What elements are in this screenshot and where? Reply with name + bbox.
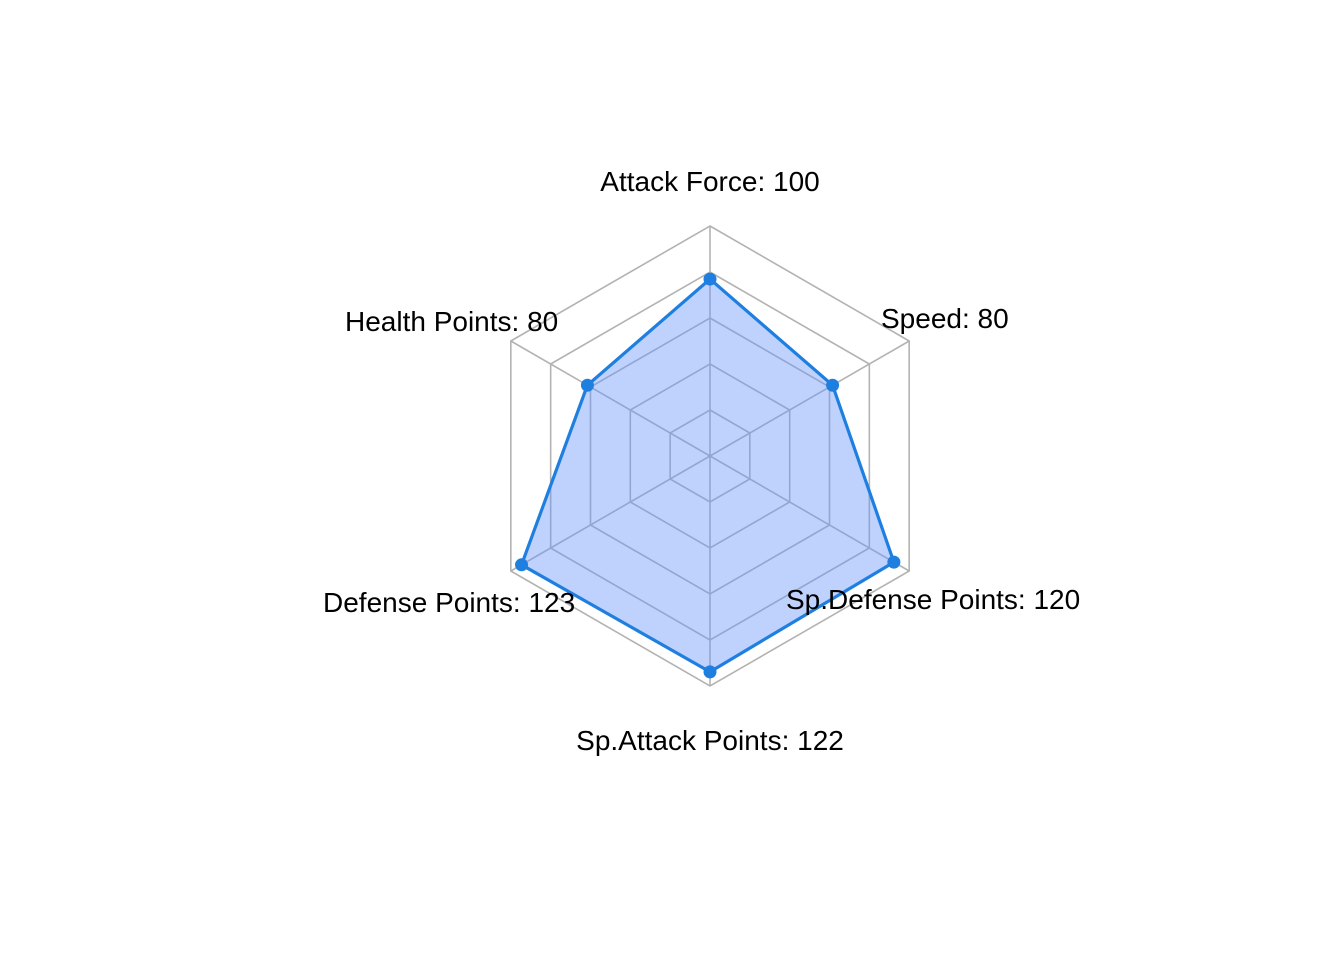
data-point-2: [826, 378, 840, 392]
axis-label-health-points: Health Points: 80: [345, 306, 558, 337]
data-point-5: [515, 558, 529, 572]
axis-label-speed: Speed: 80: [881, 303, 1009, 334]
axis-labels: Attack Force: 100 Speed: 80 Sp.Defense P…: [323, 166, 1080, 756]
axis-label-sp-defense-points: Sp.Defense Points: 120: [786, 584, 1080, 615]
axis-label-sp-attack-points: Sp.Attack Points: 122: [576, 725, 844, 756]
grid-spoke-6: [510, 340, 711, 457]
grid-spoke-5: [510, 455, 711, 572]
data-point-3: [887, 555, 901, 569]
data-point-4: [703, 665, 717, 679]
radar-series: [515, 272, 901, 679]
axis-label-defense-points: Defense Points: 123: [323, 587, 575, 618]
series-points: [515, 272, 901, 679]
axis-label-attack-force: Attack Force: 100: [600, 166, 819, 197]
grid-spoke-2: [709, 340, 910, 457]
data-point-1: [703, 272, 717, 286]
data-point-6: [580, 378, 594, 392]
grid-spoke-3: [709, 455, 910, 572]
